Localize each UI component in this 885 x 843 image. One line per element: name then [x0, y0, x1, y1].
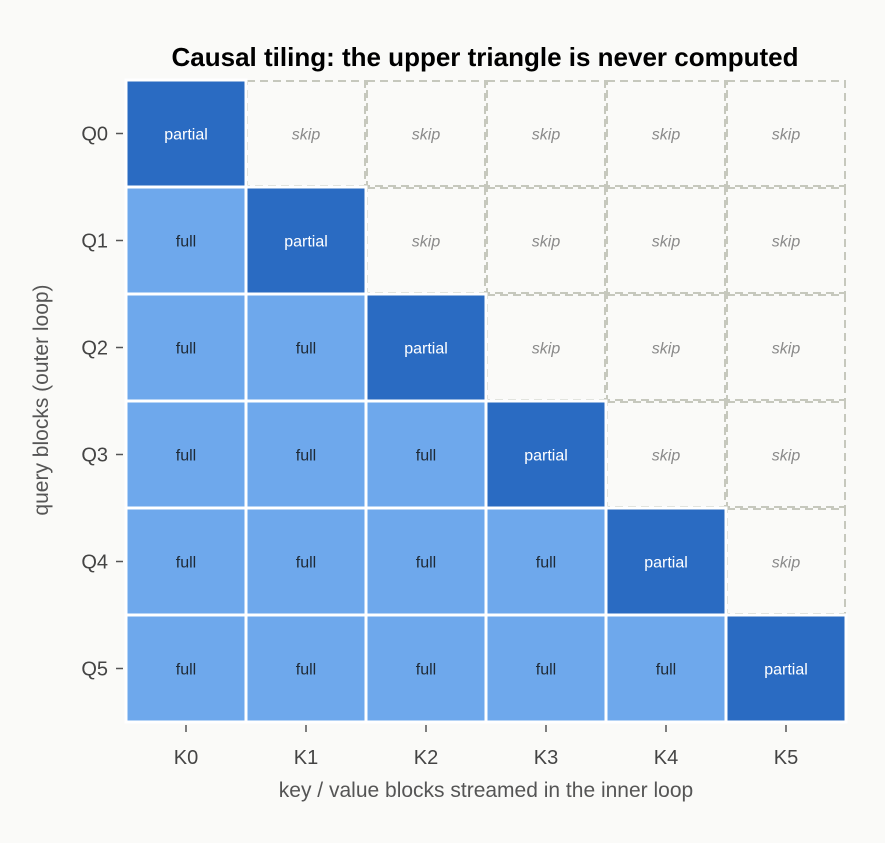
- computed-cells: [124, 78, 848, 724]
- cell-label-q3-k1: full: [296, 448, 316, 465]
- y-tick-label-q1: Q1: [81, 231, 108, 253]
- cell-label-q5-k3: full: [536, 662, 556, 679]
- cell-label-q1-k0: full: [176, 234, 196, 251]
- cell-label-q2-k0: full: [176, 341, 196, 358]
- full-cell-q5-k4: [604, 613, 728, 724]
- skip-cell-q3-k5: [726, 401, 846, 508]
- partial-cell-q3-k3: [484, 399, 608, 510]
- cell-label-q0-k3: skip: [532, 127, 561, 144]
- cell-label-q2-k2: partial: [404, 341, 448, 358]
- cell-label-q5-k0: full: [176, 662, 196, 679]
- x-tick-label-k3: K3: [534, 747, 558, 769]
- full-cell-q5-k1: [244, 613, 368, 724]
- cell-label-q1-k4: skip: [652, 234, 681, 251]
- cell-label-q5-k4: full: [656, 662, 676, 679]
- cell-label-q2-k4: skip: [652, 341, 681, 358]
- skip-cell-q2-k5: [726, 294, 846, 401]
- full-cell-q3-k1: [244, 399, 368, 510]
- skip-cell-q0-k5: [726, 80, 846, 187]
- cell-label-q0-k2: skip: [412, 127, 441, 144]
- x-tick-label-k4: K4: [654, 747, 678, 769]
- cell-label-q1-k3: skip: [532, 234, 561, 251]
- skip-cell-q0-k2: [366, 80, 486, 187]
- cell-label-q2-k1: full: [296, 341, 316, 358]
- cell-label-q2-k3: skip: [532, 341, 561, 358]
- y-tick-label-q5: Q5: [81, 659, 108, 681]
- partial-cell-q5-k5: [724, 613, 848, 724]
- partial-cell-q1-k1: [244, 185, 368, 296]
- x-axis-label: key / value blocks streamed in the inner…: [279, 779, 693, 802]
- full-cell-q4-k3: [484, 506, 608, 617]
- chart-title: Causal tiling: the upper triangle is nev…: [172, 42, 799, 72]
- skip-cell-q0-k3: [486, 80, 606, 187]
- full-cell-q4-k1: [244, 506, 368, 617]
- full-cell-q2-k0: [124, 292, 248, 403]
- cell-label-q3-k0: full: [176, 448, 196, 465]
- x-tick-label-k1: K1: [294, 747, 318, 769]
- x-tick-label-k5: K5: [774, 747, 798, 769]
- y-axis-label: query blocks (outer loop): [30, 284, 53, 515]
- cell-label-q5-k2: full: [416, 662, 436, 679]
- full-cell-q5-k3: [484, 613, 608, 724]
- cell-label-q1-k1: partial: [284, 234, 328, 251]
- partial-cell-q0-k0: [124, 78, 248, 189]
- cell-label-q0-k0: partial: [164, 127, 208, 144]
- cell-label-q4-k5: skip: [772, 555, 801, 572]
- cell-label-q4-k3: full: [536, 555, 556, 572]
- cell-label-q4-k4: partial: [644, 555, 688, 572]
- cell-label-q5-k1: full: [296, 662, 316, 679]
- cell-label-q0-k4: skip: [652, 127, 681, 144]
- cell-label-q4-k1: full: [296, 555, 316, 572]
- cell-label-q4-k2: full: [416, 555, 436, 572]
- cell-label-q5-k5: partial: [764, 662, 808, 679]
- cell-label-q1-k5: skip: [772, 234, 801, 251]
- y-tick-label-q4: Q4: [81, 552, 108, 574]
- cell-label-q3-k2: full: [416, 448, 436, 465]
- cell-label-q1-k2: skip: [412, 234, 441, 251]
- cell-label-q3-k5: skip: [772, 448, 801, 465]
- partial-cell-q4-k4: [604, 506, 728, 617]
- skip-cell-q1-k3: [486, 187, 606, 294]
- skip-cell-q2-k4: [606, 294, 726, 401]
- y-tick-label-q3: Q3: [81, 445, 108, 467]
- cell-label-q0-k1: skip: [292, 127, 321, 144]
- skip-cell-q1-k4: [606, 187, 726, 294]
- full-cell-q5-k2: [364, 613, 488, 724]
- x-tick-label-k2: K2: [414, 747, 438, 769]
- full-cell-q3-k2: [364, 399, 488, 510]
- axes: K0 K1 K2 K3 K4 K5 Q0 Q1 Q2 Q3 Q4 Q5: [81, 124, 798, 770]
- cell-labels: partial skip skip skip skip skip full partial sk…: [164, 127, 808, 679]
- y-tick-label-q0: Q0: [81, 124, 108, 146]
- cell-label-q4-k0: full: [176, 555, 196, 572]
- cell-label-q3-k3: partial: [524, 448, 568, 465]
- full-cell-q4-k0: [124, 506, 248, 617]
- y-tick-label-q2: Q2: [81, 338, 108, 360]
- cell-label-q2-k5: skip: [772, 341, 801, 358]
- cell-label-q3-k4: skip: [652, 448, 681, 465]
- cell-label-q0-k5: skip: [772, 127, 801, 144]
- skip-cell-q0-k4: [606, 80, 726, 187]
- x-tick-label-k0: K0: [174, 747, 198, 769]
- skip-cell-q1-k5: [726, 187, 846, 294]
